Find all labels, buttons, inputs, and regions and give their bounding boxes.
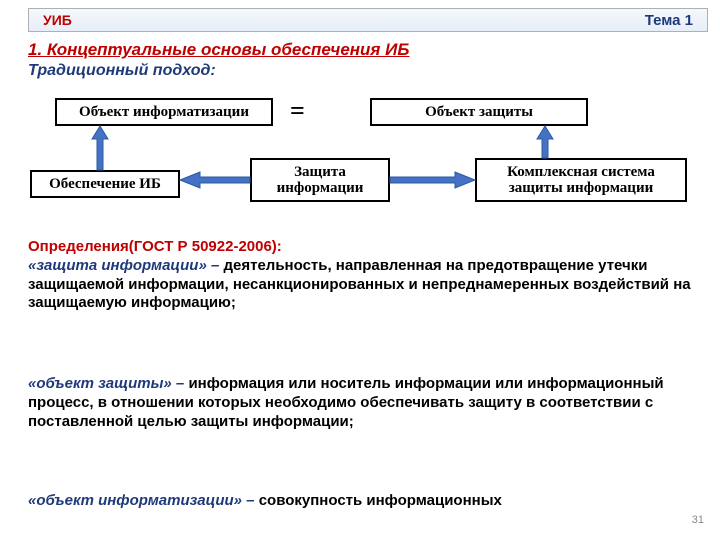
section-title: 1. Концептуальные основы обеспечения ИБ bbox=[28, 40, 409, 60]
subtitle: Традиционный подход: bbox=[28, 62, 216, 80]
page-number: 31 bbox=[692, 514, 704, 526]
definitions-heading: Определения(ГОСТ Р 50922-2006): bbox=[28, 238, 282, 255]
header-left: УИБ bbox=[43, 12, 72, 28]
definition-3: «объект информатизации» – совокупность и… bbox=[28, 492, 700, 511]
definition-2: «объект защиты» – информация или носител… bbox=[28, 375, 700, 431]
diagram: Объект информатизации = Объект защиты Об… bbox=[0, 90, 720, 230]
def2-term: «объект защиты» – bbox=[28, 375, 184, 392]
def1-term: «защита информации» – bbox=[28, 257, 219, 274]
def3-term: «объект информатизации» – bbox=[28, 492, 255, 509]
diagram-arrows bbox=[0, 90, 720, 230]
header-right: Тема 1 bbox=[645, 12, 693, 29]
header-bar: УИБ Тема 1 bbox=[28, 8, 708, 32]
definitions-block: Определения(ГОСТ Р 50922-2006): «защита … bbox=[28, 238, 700, 313]
def3-body: совокупность информационных bbox=[259, 492, 502, 509]
